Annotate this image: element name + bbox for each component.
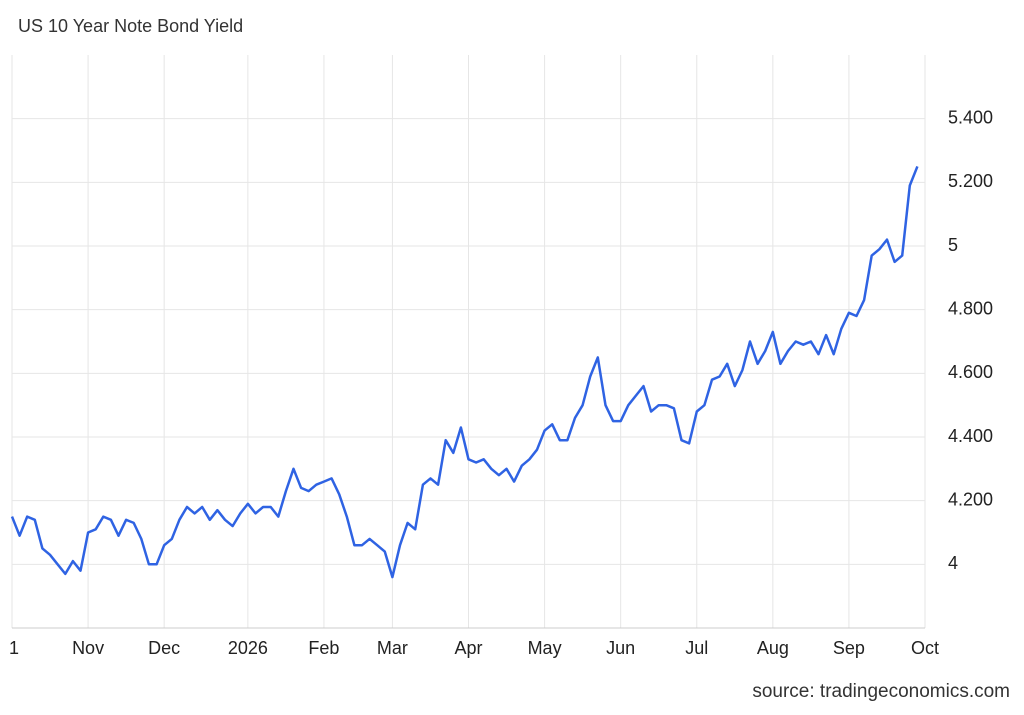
x-tick-label: Jul (685, 638, 708, 658)
x-tick-label: Apr (454, 638, 482, 658)
x-tick-label: Mar (377, 638, 408, 658)
x-tick-label: 1 (9, 638, 19, 658)
y-tick-label: 4 (948, 553, 958, 573)
line (10, 165, 919, 579)
x-tick-label: Jun (606, 638, 635, 658)
chart-title: US 10 Year Note Bond Yield (18, 16, 243, 36)
y-tick-label: 5 (948, 235, 958, 255)
y-tick-label: 4.800 (948, 298, 993, 318)
y-tick-label: 5.400 (948, 107, 993, 127)
y-tick-label: 4.400 (948, 426, 993, 446)
x-tick-label: Aug (757, 638, 789, 658)
y-tick-label: 4.600 (948, 362, 993, 382)
x-tick-label: Dec (148, 638, 180, 658)
y-tick-label: 5.200 (948, 171, 993, 191)
y-tick-label: 4.200 (948, 489, 993, 509)
x-tick-label: Oct (911, 638, 939, 658)
x-tick-label: Nov (72, 638, 104, 658)
x-tick-label: Sep (833, 638, 865, 658)
x-tick-label: 2026 (228, 638, 268, 658)
x-tick-label: Feb (308, 638, 339, 658)
x-tick-label: May (528, 638, 562, 658)
source: source: tradingeconomics.com (752, 681, 1010, 702)
